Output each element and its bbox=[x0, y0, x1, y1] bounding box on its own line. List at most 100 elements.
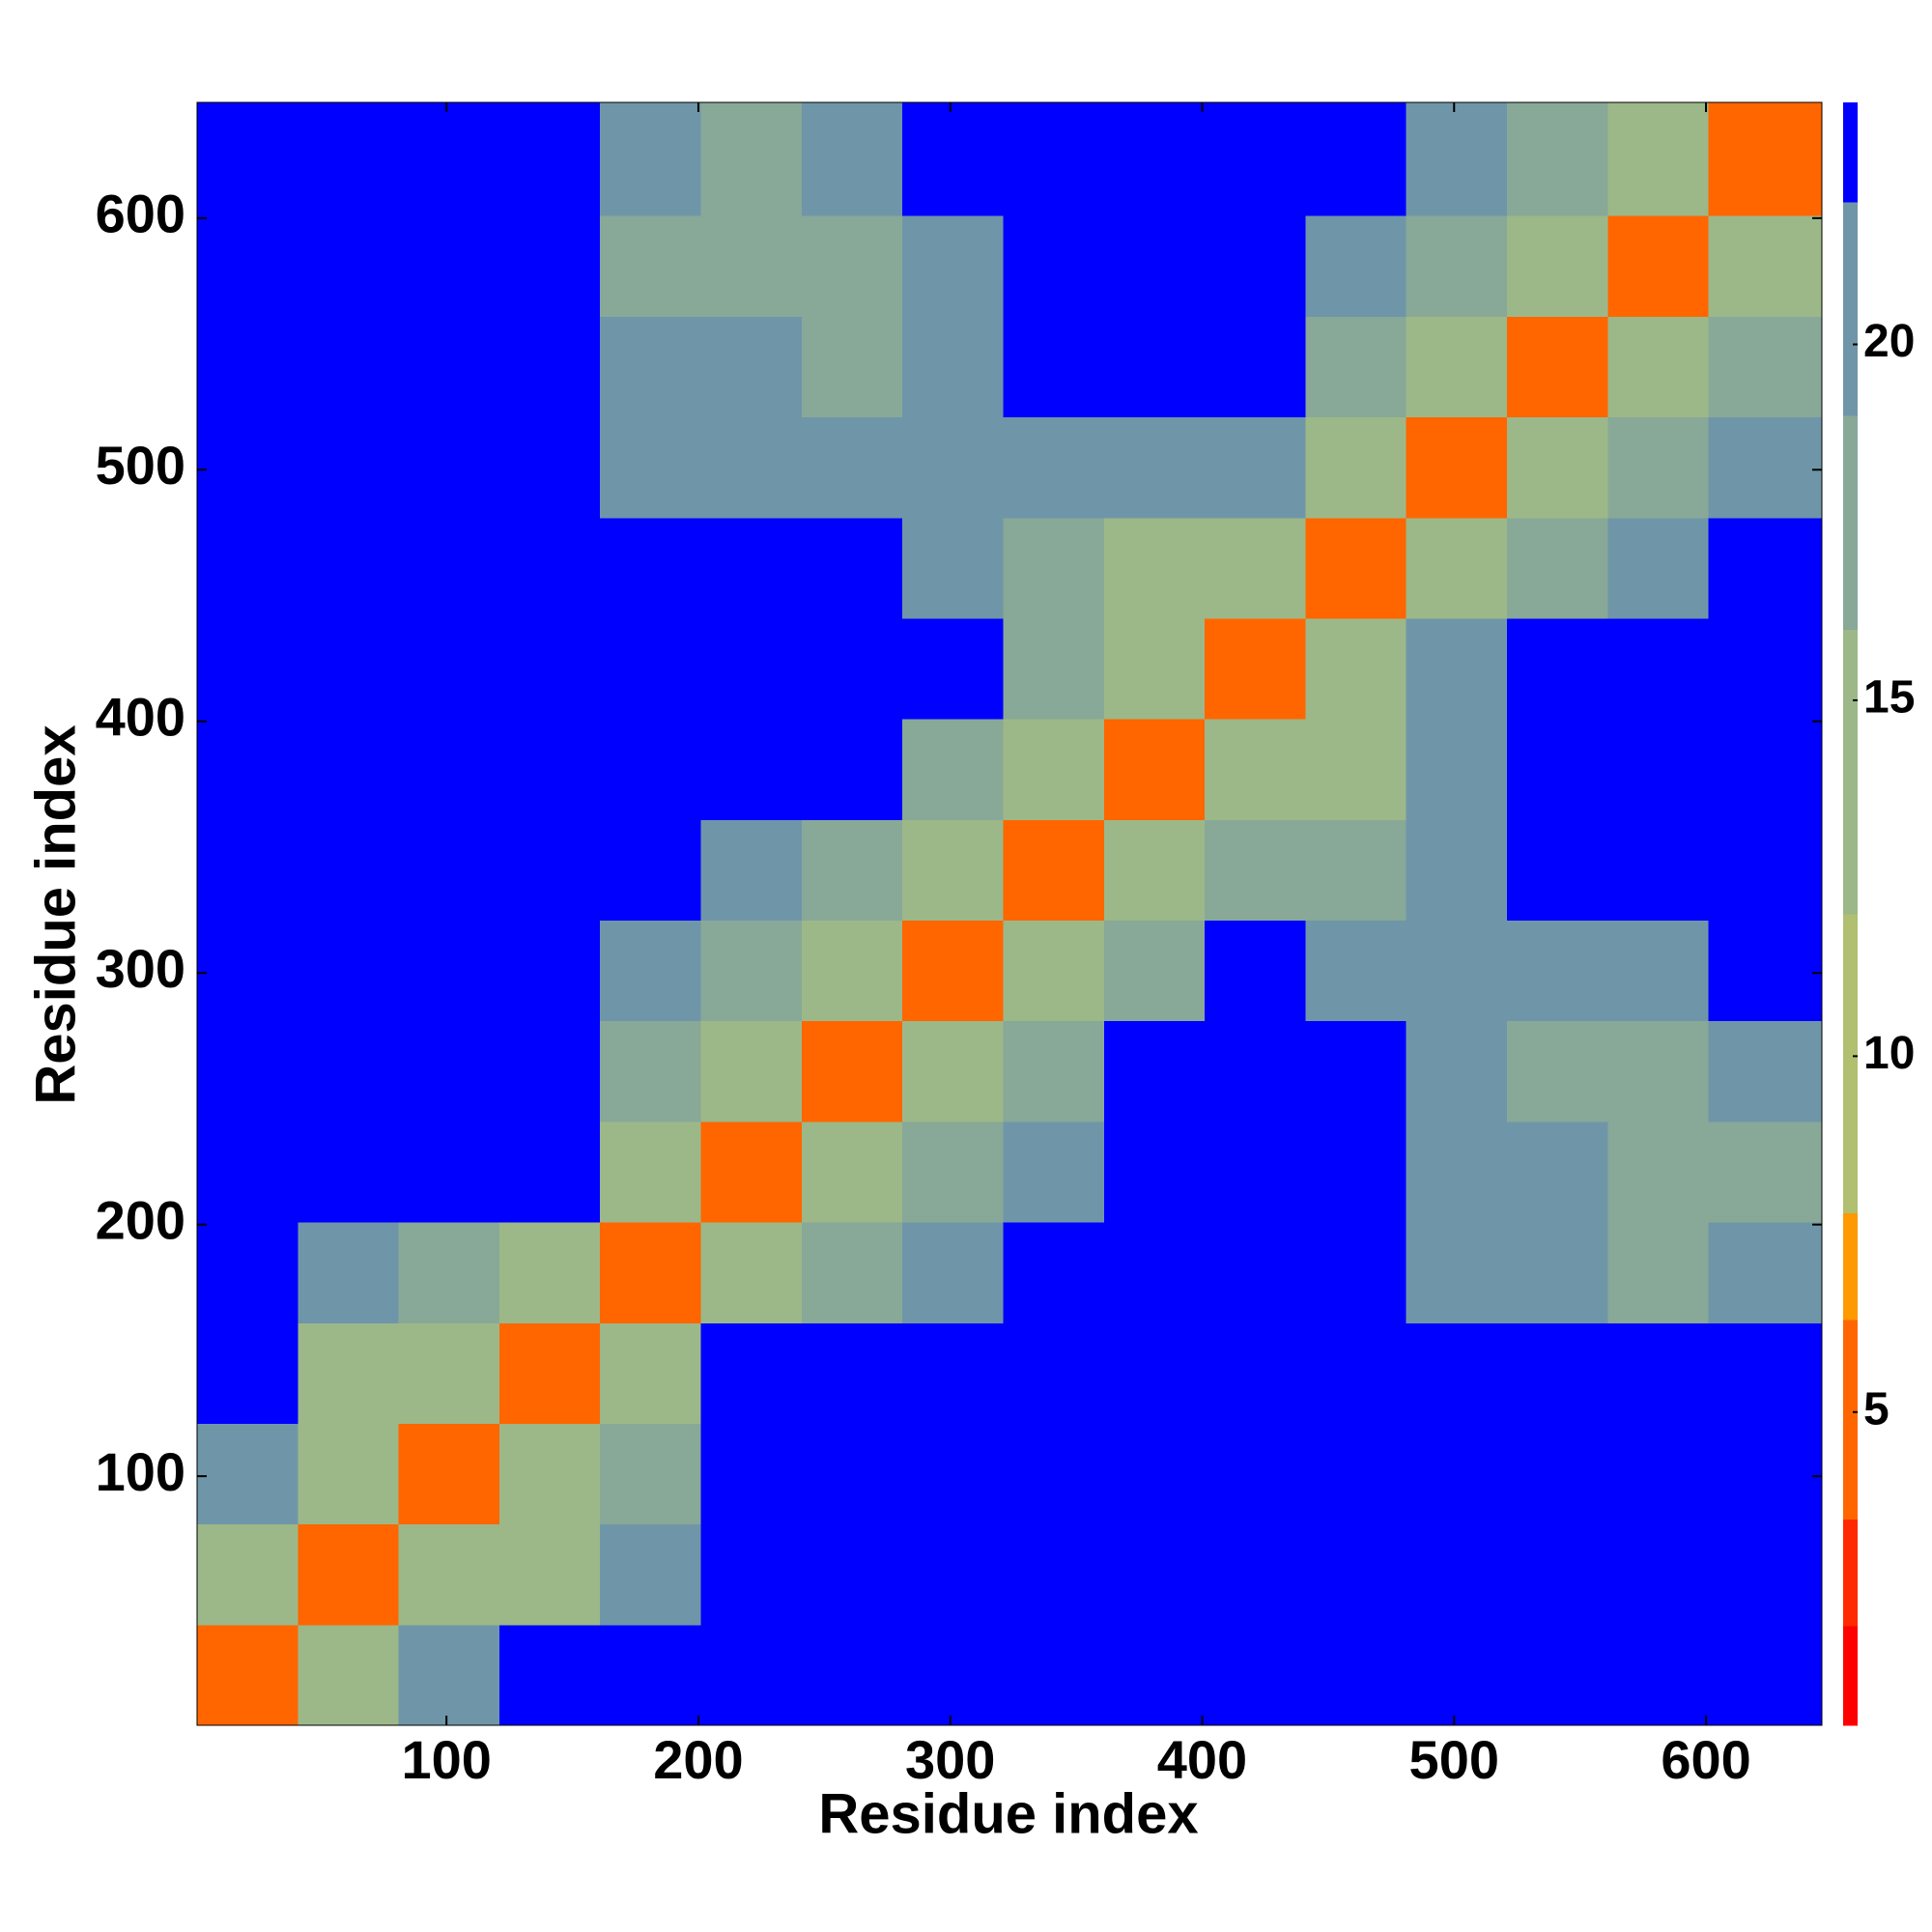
cell bbox=[1406, 1523, 1508, 1626]
cell bbox=[498, 416, 601, 519]
cell bbox=[398, 1222, 500, 1323]
cell bbox=[498, 102, 601, 216]
cell bbox=[1205, 1222, 1306, 1323]
cell bbox=[801, 1423, 903, 1525]
cell bbox=[1103, 1523, 1206, 1626]
cell bbox=[1507, 1322, 1608, 1424]
cell bbox=[1406, 215, 1508, 317]
cell bbox=[902, 102, 1004, 216]
cell bbox=[1003, 316, 1105, 418]
cell bbox=[1103, 1322, 1206, 1424]
cell bbox=[801, 316, 903, 418]
cell bbox=[1708, 719, 1823, 820]
cell bbox=[1305, 920, 1407, 1022]
cell bbox=[1003, 416, 1105, 519]
cell bbox=[1205, 102, 1306, 216]
cell bbox=[1205, 1523, 1306, 1626]
cell bbox=[1305, 316, 1407, 418]
cell bbox=[902, 920, 1004, 1022]
cell bbox=[801, 920, 903, 1022]
cell bbox=[398, 1121, 500, 1223]
cell bbox=[700, 1423, 803, 1525]
cell bbox=[1607, 719, 1710, 820]
cell bbox=[1607, 1020, 1710, 1122]
cell bbox=[1003, 1322, 1105, 1424]
cell bbox=[1205, 1624, 1306, 1726]
cell bbox=[1708, 1121, 1823, 1223]
cell bbox=[1205, 719, 1306, 820]
cell bbox=[600, 920, 702, 1022]
x-tick-label: 600 bbox=[1661, 1729, 1750, 1790]
cell bbox=[801, 1020, 903, 1122]
cell bbox=[1103, 719, 1206, 820]
cell bbox=[298, 719, 400, 820]
cell bbox=[801, 416, 903, 519]
cell bbox=[1305, 719, 1407, 820]
cell bbox=[1607, 819, 1710, 922]
cell bbox=[1003, 617, 1105, 720]
cell bbox=[1507, 316, 1608, 418]
cell bbox=[1507, 1020, 1608, 1122]
cell bbox=[1003, 1222, 1105, 1323]
cell bbox=[197, 1222, 298, 1323]
plot-frame bbox=[196, 101, 1823, 1726]
cell bbox=[197, 1121, 298, 1223]
cell bbox=[197, 719, 298, 820]
y-tick-label: 500 bbox=[96, 435, 185, 496]
cell bbox=[902, 1020, 1004, 1122]
cell bbox=[498, 316, 601, 418]
cell bbox=[1305, 1222, 1407, 1323]
cell bbox=[1708, 215, 1823, 317]
cell bbox=[197, 1020, 298, 1122]
cell bbox=[700, 1322, 803, 1424]
cell bbox=[902, 517, 1004, 619]
cell bbox=[700, 316, 803, 418]
cell bbox=[197, 102, 298, 216]
cell bbox=[700, 1624, 803, 1726]
cell bbox=[600, 1222, 702, 1323]
cell bbox=[600, 316, 702, 418]
cell bbox=[1406, 316, 1508, 418]
cell bbox=[298, 517, 400, 619]
colorbar-tick-label: 10 bbox=[1863, 1028, 1915, 1079]
cell bbox=[1305, 1322, 1407, 1424]
cell bbox=[197, 517, 298, 619]
cell bbox=[600, 617, 702, 720]
cell bbox=[1406, 102, 1508, 216]
cell bbox=[1507, 719, 1608, 820]
cell bbox=[398, 1523, 500, 1626]
cell bbox=[1103, 1222, 1206, 1323]
x-tick-label: 300 bbox=[905, 1729, 995, 1790]
cell bbox=[902, 416, 1004, 519]
cell bbox=[700, 920, 803, 1022]
cell bbox=[298, 1121, 400, 1223]
cell bbox=[1406, 719, 1508, 820]
cell bbox=[1406, 1322, 1508, 1424]
cell bbox=[801, 617, 903, 720]
cell bbox=[700, 1020, 803, 1122]
cell bbox=[1205, 215, 1306, 317]
x-tick-label: 100 bbox=[401, 1729, 491, 1790]
cell bbox=[1103, 1423, 1206, 1525]
cell bbox=[1607, 517, 1710, 619]
cell bbox=[600, 719, 702, 820]
cell bbox=[1205, 1121, 1306, 1223]
cell bbox=[1305, 1020, 1407, 1122]
cell bbox=[1607, 617, 1710, 720]
cell bbox=[1507, 1523, 1608, 1626]
cell bbox=[398, 215, 500, 317]
cell bbox=[1607, 215, 1710, 317]
cell bbox=[1205, 920, 1306, 1022]
cell bbox=[1305, 1121, 1407, 1223]
cell bbox=[1003, 1423, 1105, 1525]
cell bbox=[1205, 1322, 1306, 1424]
cell bbox=[1507, 102, 1608, 216]
cell bbox=[1305, 517, 1407, 619]
cell bbox=[398, 617, 500, 720]
cell bbox=[398, 1423, 500, 1525]
cell bbox=[1708, 920, 1823, 1022]
cell bbox=[902, 617, 1004, 720]
cell bbox=[197, 819, 298, 922]
cell bbox=[1607, 1322, 1710, 1424]
cell bbox=[197, 1322, 298, 1424]
